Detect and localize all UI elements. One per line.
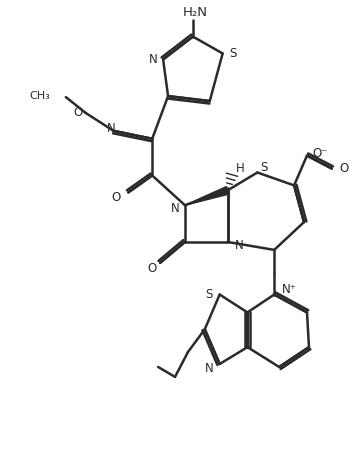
Text: O: O [340,162,349,175]
Text: N: N [205,362,214,375]
Text: S: S [230,47,237,60]
Text: O: O [148,262,157,275]
Text: S: S [260,161,268,174]
Text: N: N [148,53,157,66]
Text: N: N [107,122,115,135]
Text: N⁺: N⁺ [282,283,297,296]
Text: H₂N: H₂N [182,6,207,19]
Text: CH₃: CH₃ [29,91,50,101]
Text: N: N [235,239,243,253]
Text: H: H [236,162,244,175]
Polygon shape [185,186,229,205]
Text: O: O [73,107,83,119]
Text: N: N [171,202,180,215]
Text: O: O [111,191,120,204]
Text: S: S [205,288,213,301]
Text: O⁻: O⁻ [312,147,328,160]
